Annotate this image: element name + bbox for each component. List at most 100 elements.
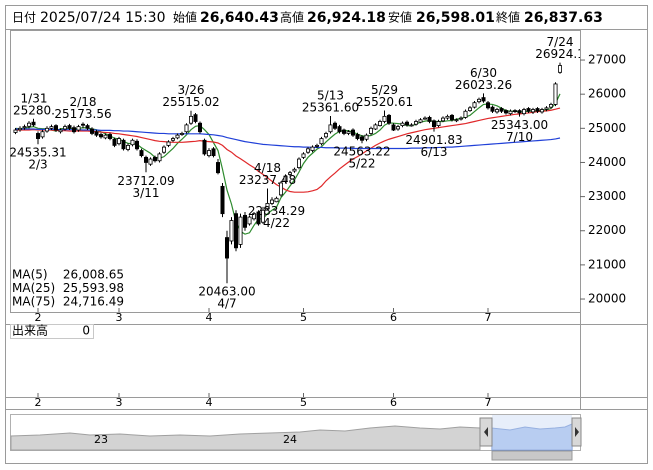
annotation-date: 4/18 <box>254 161 281 175</box>
candle-body <box>323 133 328 138</box>
candle-body <box>472 102 477 108</box>
candle-body <box>13 129 18 133</box>
candle-body <box>206 150 211 157</box>
navigator-label: 24 <box>283 433 297 446</box>
candle-body <box>319 138 324 145</box>
y-tick-label: 22000 <box>588 223 626 237</box>
candle-body <box>549 104 554 108</box>
legend-name: MA(5) <box>12 268 48 282</box>
candle-body <box>188 115 193 124</box>
legend-value: 25,593.98 <box>63 281 124 295</box>
y-tick-label: 20000 <box>588 292 626 306</box>
candle-body <box>152 156 157 162</box>
candle-body <box>175 134 180 139</box>
candle-body <box>301 153 306 158</box>
candle-body <box>350 129 355 136</box>
x-tick-label: 6 <box>390 396 397 409</box>
y-tick-label: 21000 <box>588 257 626 271</box>
candle-body <box>49 126 54 129</box>
candle-body <box>283 175 288 182</box>
candle-body <box>458 117 463 120</box>
annotation-date: 3/26 <box>178 83 205 97</box>
candle-body <box>76 126 81 131</box>
candle-body <box>391 124 396 131</box>
candle-body <box>517 110 522 114</box>
annotation-value: 22834.29 <box>248 204 305 218</box>
candle-body <box>220 185 225 215</box>
candle-body <box>368 127 373 134</box>
legend-name: MA(75) <box>12 295 55 309</box>
candle-body <box>269 199 274 204</box>
candle-body <box>170 138 175 141</box>
annotation-date: 3/11 <box>133 186 160 200</box>
annotation-date: 6/30 <box>470 66 497 80</box>
annotation-date: 7/24 <box>547 35 574 49</box>
candle-body <box>382 115 387 122</box>
candle-body <box>305 148 310 153</box>
y-tick-label: 24000 <box>588 155 626 169</box>
candle-body <box>45 127 50 132</box>
volume-label-box <box>10 324 94 339</box>
candle-body <box>508 110 513 115</box>
navigator-label: 23 <box>94 433 108 446</box>
candle-body <box>359 136 364 141</box>
candle-body <box>278 182 283 196</box>
candle-body <box>233 213 238 249</box>
x-tick-label: 4 <box>206 396 213 409</box>
candle-body <box>413 121 418 125</box>
annotation-value: 23712.09 <box>117 174 174 188</box>
candle-body <box>108 134 113 139</box>
candle-body <box>355 134 360 139</box>
candle-body <box>440 117 445 122</box>
candle-body <box>193 114 198 122</box>
outer-frame <box>5 5 648 464</box>
candle-body <box>422 117 427 120</box>
candle-body <box>476 98 481 103</box>
scrollbar-thumb[interactable] <box>491 450 573 461</box>
candle-body <box>386 114 391 124</box>
annotation-value: 25173.56 <box>54 107 111 121</box>
candle-body <box>22 126 27 129</box>
candle-body <box>494 109 499 113</box>
candle-body <box>126 144 131 150</box>
legend-box <box>11 268 126 310</box>
candle-body <box>400 122 405 126</box>
candle-body <box>90 128 95 134</box>
candle-body <box>81 123 86 126</box>
candle-body <box>531 109 536 113</box>
candle-body <box>499 108 504 112</box>
candle-body <box>535 108 540 112</box>
candle-body <box>522 109 527 115</box>
candle-body <box>238 216 243 245</box>
annotation-date: 1/31 <box>21 91 48 105</box>
navigator-window[interactable] <box>492 415 572 450</box>
candle-body <box>148 158 153 165</box>
candle-body <box>558 65 563 73</box>
candle-body <box>63 126 68 130</box>
candle-body <box>377 121 382 126</box>
candle-body <box>256 211 261 225</box>
handle-arrow <box>484 427 488 437</box>
y-tick-label: 27000 <box>588 53 626 67</box>
candle-body <box>395 126 400 130</box>
volume-value: 0 <box>82 324 90 338</box>
annotation-date: 6/13 <box>421 145 448 159</box>
ma-line <box>15 93 561 235</box>
x-tick-label: 6 <box>390 311 397 324</box>
navigator <box>10 414 582 461</box>
candle-body <box>215 162 220 174</box>
candle-body <box>157 153 162 162</box>
plot-area: 25280.1/31 24535.312/3 25173.562/18 23712.0… <box>10 35 580 311</box>
candle-body <box>463 110 468 118</box>
candle-body <box>139 150 144 157</box>
header-label: 日付 <box>12 11 36 25</box>
candle-body <box>229 220 234 242</box>
candle-body <box>242 214 247 228</box>
candle-body <box>296 158 301 168</box>
candle-body <box>94 131 99 136</box>
candle-body <box>449 114 454 121</box>
x-tick-label: 4 <box>206 311 213 324</box>
candle-body <box>364 134 369 140</box>
candle-body <box>72 127 77 133</box>
